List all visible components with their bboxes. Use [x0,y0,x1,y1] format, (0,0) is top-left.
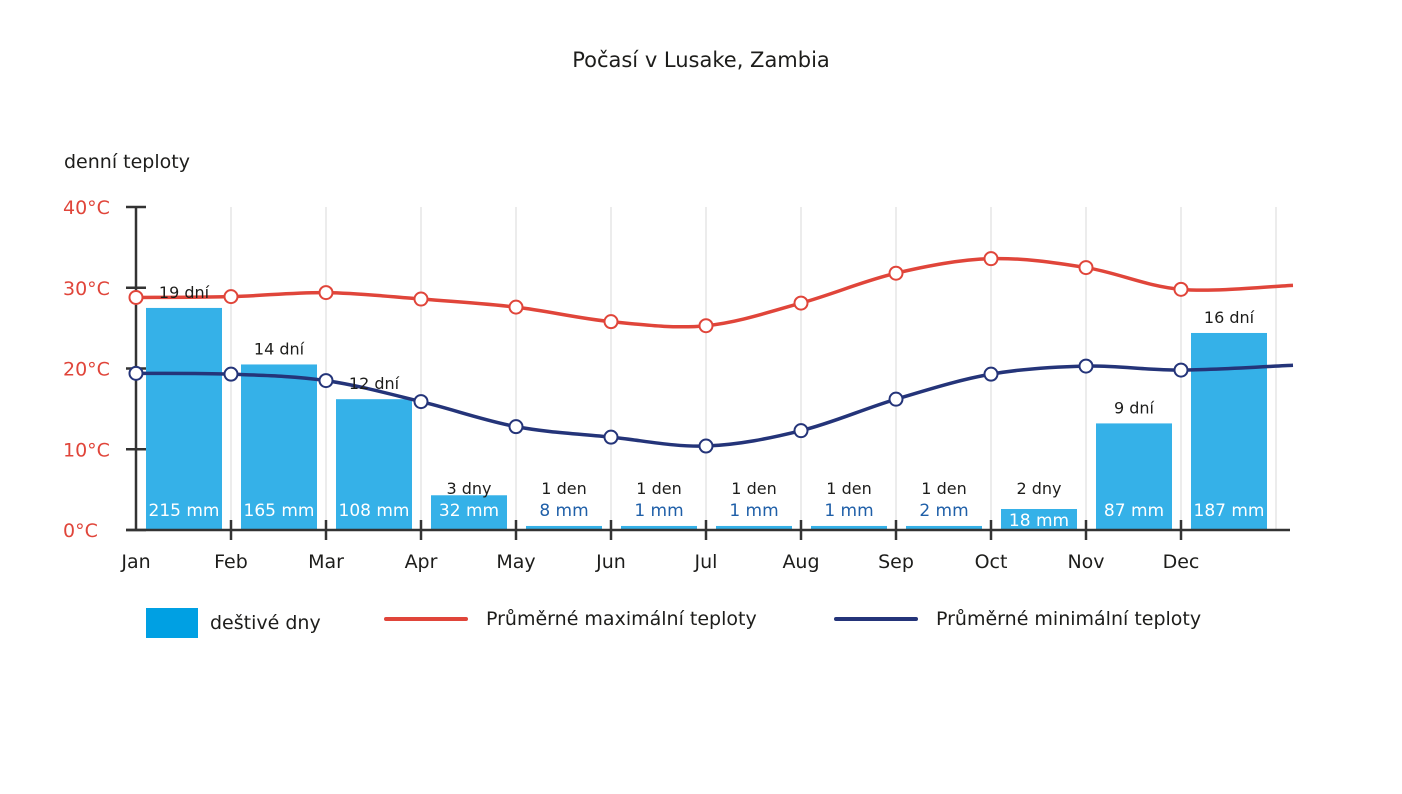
rain-days-label: 16 dní [1204,308,1255,327]
precipitation-label: 87 mm [1104,501,1164,521]
rain-days-label: 1 den [636,479,681,498]
min-temp-point [223,366,239,382]
precipitation-label: 215 mm [149,501,220,521]
min-temp-point [318,373,334,389]
chart-title: Počasí v Lusake, Zambia [572,48,830,72]
x-tick-label: May [496,551,535,573]
rain-days-label: 1 den [826,479,871,498]
precipitation-label: 1 mm [634,501,683,521]
x-tick-label: Mar [308,551,344,573]
x-tick-label: Aug [782,551,819,573]
y-tick-label: 0°C [63,520,98,542]
max-temp-point [508,299,524,315]
min-temp-point [793,423,809,439]
x-tick-label: Jan [120,551,150,573]
max-temp-point [698,318,714,334]
rain-bar [716,525,792,530]
x-tick-label: Apr [405,551,438,573]
min-temp-point [698,438,714,454]
min-temp-point [1173,362,1189,378]
y-tick-label: 10°C [63,439,110,461]
max-temp-point [603,314,619,330]
rain-bar [621,525,697,530]
label-layer: 19 dní 215 mm 14 dní 165 mm 12 dní 108 mm 3 dn… [149,283,1265,531]
rain-days-label: 9 dní [1114,398,1155,417]
precipitation-label: 18 mm [1009,511,1069,531]
min-temp-point [603,429,619,445]
max-temp-point [413,291,429,307]
x-tick-label: Jun [595,551,626,573]
rain-bar [526,525,602,530]
y-tick-label: 40°C [63,197,110,219]
min-temp-point [508,419,524,435]
min-temp-point [413,394,429,410]
rain-days-label: 1 den [731,479,776,498]
precipitation-label: 187 mm [1194,501,1265,521]
precipitation-label: 108 mm [339,501,410,521]
x-tick-label: Feb [214,551,248,573]
precipitation-label: 2 mm [919,501,968,521]
max-temp-point [1078,260,1094,276]
rain-bar [336,399,412,530]
rain-bar [1096,423,1172,530]
x-tick-label: Jul [694,551,718,573]
y-axis-label: denní teploty [64,151,190,173]
rain-bar [1001,509,1077,530]
max-temp-point [793,295,809,311]
rain-days-label: 3 dny [446,479,491,498]
max-temp-point [318,285,334,301]
max-temp-point [128,289,144,305]
precipitation-label: 8 mm [539,501,588,521]
precipitation-label: 1 mm [824,501,873,521]
legend-label-rain: deštivé dny [210,612,321,634]
legend-label-min: Průměrné minimální teploty [936,608,1202,630]
x-tick-label: Oct [975,551,1008,573]
legend-line-min [834,617,918,621]
rain-days-label: 14 dní [254,339,305,358]
legend-item-max: Průměrné maximální teploty [384,608,757,630]
y-tick-label: 30°C [63,278,110,300]
legend: deštivé dny Průměrné maximální teploty P… [0,608,1402,648]
precipitation-label: 1 mm [729,501,778,521]
y-tick-label: 20°C [63,359,110,381]
max-temp-point [1173,281,1189,297]
x-tick-label: Sep [878,551,914,573]
min-temp-point [983,366,999,382]
x-tick-label: Dec [1163,551,1200,573]
min-temp-point [128,365,144,381]
bar-layer [146,307,1267,530]
rain-days-label: 12 dní [349,374,400,393]
line-layer [128,251,1294,454]
rain-bar [146,307,222,530]
max-temp-point [983,251,999,267]
min-temp-point [1078,358,1094,374]
rain-bar [431,495,507,530]
legend-item-min: Průměrné minimální teploty [834,608,1201,630]
legend-label-max: Průměrné maximální teploty [486,608,757,630]
rain-bar [241,364,317,530]
axis-layer: 0°C 10°C 20°C 30°C 40°C Jan Feb Mar Apr May Jun Jul… [63,197,1290,573]
legend-swatch-rain [146,608,198,638]
max-temp-point [223,289,239,305]
rain-days-label: 19 dní [159,283,210,302]
legend-line-max [384,617,468,621]
precipitation-label: 32 mm [439,501,499,521]
min-temp-point [888,391,904,407]
rain-bar [906,525,982,530]
max-temp-point [888,265,904,281]
legend-item-rain: deštivé dny [146,608,321,638]
rain-bar [811,525,887,530]
precipitation-label: 165 mm [244,501,315,521]
max-temp-line [135,256,1294,329]
x-tick-label: Nov [1067,551,1104,573]
rain-days-label: 1 den [541,479,586,498]
rain-days-label: 1 den [921,479,966,498]
rain-days-label: 2 dny [1016,479,1061,498]
